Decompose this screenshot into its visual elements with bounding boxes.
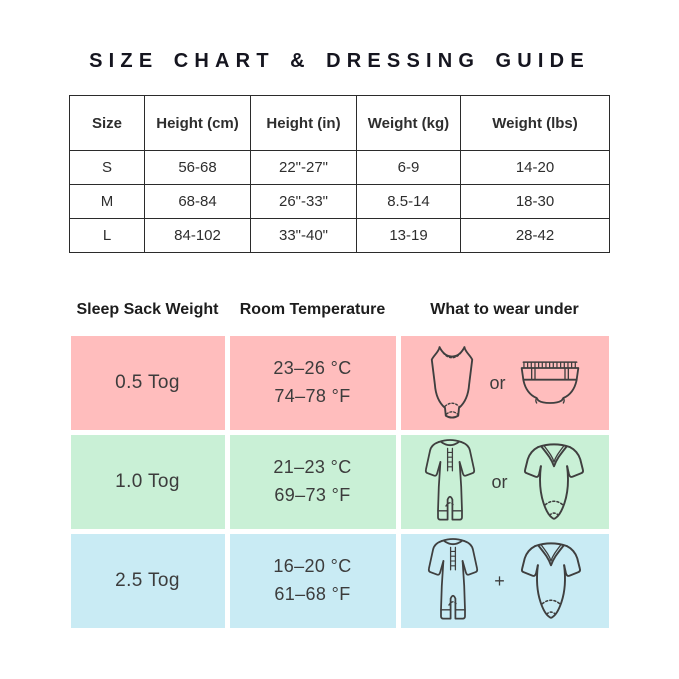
bodysuit-icon bbox=[517, 440, 591, 524]
footed-romper-icon bbox=[421, 533, 485, 629]
table-cell: 68-84 bbox=[144, 184, 251, 219]
tog-cell-1.0: 1.0 Tog bbox=[70, 435, 225, 529]
tog-cell-2.5: 2.5 Tog bbox=[70, 534, 225, 628]
table-cell: 18-30 bbox=[460, 184, 610, 219]
dressing-guide-headers: Sleep Sack Weight Room Temperature What … bbox=[71, 301, 609, 319]
tog-label: 0.5 Tog bbox=[115, 372, 180, 393]
table-cell: 33"-40" bbox=[250, 218, 357, 253]
table-cell: 26"-33" bbox=[250, 184, 357, 219]
diaper-icon bbox=[515, 358, 585, 408]
sleeveless-bodysuit-icon bbox=[424, 342, 480, 424]
tog-label: 1.0 Tog bbox=[115, 471, 180, 492]
table-row-l: L 84-102 33"-40" 13-19 28-42 bbox=[69, 218, 610, 253]
connector-label: or bbox=[491, 471, 508, 492]
table-cell: 8.5-14 bbox=[356, 184, 461, 219]
col-header-weight-lbs: Weight (lbs) bbox=[460, 95, 610, 151]
temp-celsius: 21–23 °C bbox=[273, 457, 352, 478]
size-table-header-row: Size Height (cm) Height (in) Weight (kg)… bbox=[69, 95, 610, 151]
table-cell: 13-19 bbox=[356, 218, 461, 253]
table-cell: M bbox=[69, 184, 145, 219]
col-header-size: Size bbox=[69, 95, 145, 151]
header-room-temperature: Room Temperature bbox=[239, 301, 386, 318]
page-title: SIZE CHART & DRESSING GUIDE bbox=[89, 50, 590, 72]
table-row-s: S 56-68 22"-27" 6-9 14-20 bbox=[69, 150, 610, 185]
connector-label: or bbox=[489, 372, 506, 393]
temp-fahrenheit: 74–78 °F bbox=[274, 386, 351, 406]
footed-romper-icon bbox=[418, 434, 482, 530]
wear-cell-0.5: or bbox=[400, 336, 609, 430]
tog-label: 2.5 Tog bbox=[115, 570, 180, 591]
temp-celsius: 16–20 °C bbox=[273, 556, 352, 577]
table-cell: 14-20 bbox=[460, 150, 610, 185]
table-cell: 22"-27" bbox=[250, 150, 357, 185]
table-row-m: M 68-84 26"-33" 8.5-14 18-30 bbox=[69, 184, 610, 219]
table-cell: S bbox=[69, 150, 145, 185]
temp-cell-1.0: 21–23 °C 69–73 °F bbox=[229, 435, 396, 529]
header-sleep-sack-weight: Sleep Sack Weight bbox=[76, 301, 219, 318]
temp-cell-0.5: 23–26 °C 74–78 °F bbox=[229, 336, 396, 430]
col-header-height-in: Height (in) bbox=[250, 95, 357, 151]
header-what-to-wear-under: What to wear under bbox=[430, 301, 579, 318]
table-cell: 84-102 bbox=[144, 218, 251, 253]
temp-cell-2.5: 16–20 °C 61–68 °F bbox=[229, 534, 396, 628]
table-cell: L bbox=[69, 218, 145, 253]
wear-cell-1.0: or bbox=[400, 434, 609, 530]
table-cell: 56-68 bbox=[144, 150, 251, 185]
size-table: Size Height (cm) Height (in) Weight (kg)… bbox=[69, 95, 610, 253]
temp-fahrenheit: 69–73 °F bbox=[274, 485, 351, 505]
temp-fahrenheit: 61–68 °F bbox=[274, 584, 351, 604]
dressing-guide-grid: 0.5 Tog 23–26 °C 74–78 °F or 1.0 Tog 21–… bbox=[70, 336, 609, 629]
col-header-height-cm: Height (cm) bbox=[144, 95, 251, 151]
table-cell: 28-42 bbox=[460, 218, 610, 253]
tog-cell-0.5: 0.5 Tog bbox=[70, 336, 225, 430]
temp-celsius: 23–26 °C bbox=[273, 358, 352, 379]
col-header-weight-kg: Weight (kg) bbox=[356, 95, 461, 151]
bodysuit-icon bbox=[514, 539, 588, 623]
connector-label: + bbox=[494, 570, 505, 591]
wear-cell-2.5: + bbox=[400, 533, 609, 629]
table-cell: 6-9 bbox=[356, 150, 461, 185]
